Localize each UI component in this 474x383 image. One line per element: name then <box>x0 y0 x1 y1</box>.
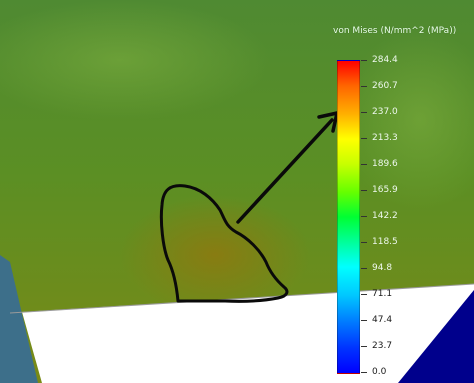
legend-tick-label: 284.4 <box>372 55 398 65</box>
legend-tick-label: 213.3 <box>372 133 398 143</box>
stress-hotspot <box>120 195 310 315</box>
legend-tick-label: 237.0 <box>372 107 398 117</box>
annotation-outline <box>159 184 289 303</box>
legend-tick-mark <box>361 112 367 113</box>
model-highlight <box>0 0 270 120</box>
legend-tick-label: 260.7 <box>372 81 398 91</box>
legend-tick-mark <box>361 346 367 347</box>
legend-tick-label: 23.7 <box>372 341 393 351</box>
legend-tick-mark <box>361 190 367 191</box>
legend-tick-label: 142.2 <box>372 211 398 221</box>
annotation-arrow <box>236 118 334 224</box>
model-corner-blue <box>398 290 474 383</box>
legend-tick-mark <box>361 164 367 165</box>
legend-tick-label: 94.8 <box>372 263 393 273</box>
legend-tick-mark <box>361 268 367 269</box>
legend-tick-mark <box>361 138 367 139</box>
legend-tick-label: 118.5 <box>372 237 398 247</box>
legend-tick-mark <box>361 242 367 243</box>
legend-tick-label: 0.0 <box>372 367 387 377</box>
legend-tick-mark <box>361 294 367 295</box>
legend-tick-mark <box>361 60 367 61</box>
stress-color-bar <box>337 60 360 374</box>
legend-tick-label: 71.1 <box>372 289 393 299</box>
legend-tick-label: 189.6 <box>372 159 398 169</box>
model-left-edge <box>0 255 38 383</box>
model-highlight <box>340 30 474 210</box>
legend-title: von Mises (N/mm^2 (MPa)) <box>333 26 457 36</box>
legend-tick-label: 165.9 <box>372 185 398 195</box>
legend-tick-label: 47.4 <box>372 315 393 325</box>
legend-tick-mark <box>361 86 367 87</box>
legend-tick-mark <box>361 320 367 321</box>
floor-plane <box>22 284 474 383</box>
floor-edge <box>9 283 474 314</box>
legend-tick-mark <box>361 372 367 373</box>
legend-tick-mark <box>361 216 367 217</box>
